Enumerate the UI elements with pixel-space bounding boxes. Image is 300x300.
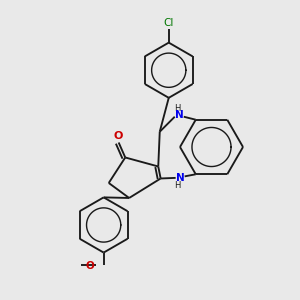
Text: O: O — [114, 131, 123, 141]
Text: N: N — [175, 110, 184, 120]
Text: N: N — [176, 173, 184, 183]
Text: H: H — [174, 104, 180, 113]
Text: H: H — [174, 181, 180, 190]
Text: O: O — [86, 261, 94, 271]
Text: Cl: Cl — [164, 18, 174, 28]
